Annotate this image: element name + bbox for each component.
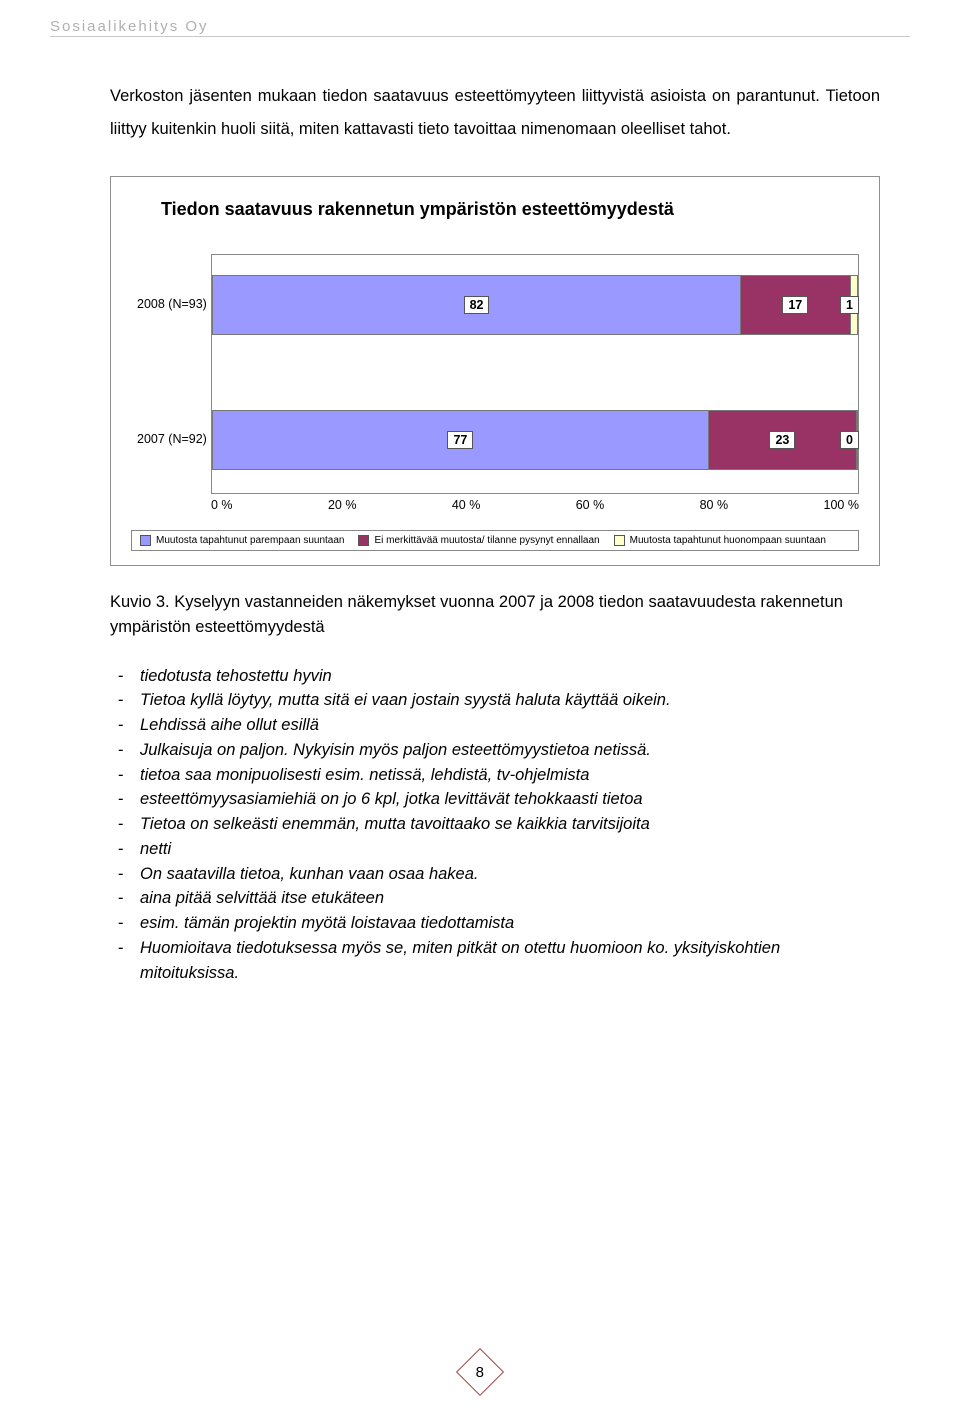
xtick: 40 % — [452, 498, 481, 512]
chart-title: Tiedon saatavuus rakennetun ympäristön e… — [161, 199, 859, 220]
list-item: aina pitää selvittää itse etukäteen — [110, 886, 880, 911]
bar-seg-2008-a: 82 — [213, 276, 741, 334]
bar-row-2007: 77 23 0 — [212, 410, 858, 470]
bar-label: 0 — [840, 431, 859, 449]
page-number: 8 — [476, 1364, 484, 1381]
bar-seg-2007-b: 23 — [709, 411, 857, 469]
category-label-2007: 2007 (N=92) — [137, 432, 207, 446]
legend-label: Muutosta tapahtunut huonompaan suuntaan — [630, 535, 826, 546]
page-content: Verkoston jäsenten mukaan tiedon saatavu… — [110, 80, 880, 985]
xtick: 60 % — [576, 498, 605, 512]
header-org: Sosiaalikehitys Oy — [50, 18, 209, 35]
list-item: netti — [110, 837, 880, 862]
legend-item: Ei merkittävää muutosta/ tilanne pysynyt… — [358, 535, 599, 546]
list-item: Julkaisuja on paljon. Nykyisin myös palj… — [110, 738, 880, 763]
bar-seg-2008-b: 17 — [741, 276, 850, 334]
list-item: Lehdissä aihe ollut esillä — [110, 713, 880, 738]
legend-label: Muutosta tapahtunut parempaan suuntaan — [156, 535, 344, 546]
legend-swatch — [614, 535, 625, 546]
xtick: 0 % — [211, 498, 233, 512]
chart-legend: Muutosta tapahtunut parempaan suuntaan E… — [131, 530, 859, 551]
page-number-frame: 8 — [456, 1348, 504, 1396]
intro-paragraph: Verkoston jäsenten mukaan tiedon saatavu… — [110, 80, 880, 146]
header-rule — [50, 36, 910, 37]
bar-row-2008: 82 17 1 — [212, 275, 858, 335]
list-item: tiedotusta tehostettu hyvin — [110, 664, 880, 689]
list-item: Huomioitava tiedotuksessa myös se, miten… — [110, 936, 880, 986]
legend-item: Muutosta tapahtunut parempaan suuntaan — [140, 535, 344, 546]
bar-label: 17 — [782, 296, 808, 314]
legend-item: Muutosta tapahtunut huonompaan suuntaan — [614, 535, 826, 546]
xtick: 80 % — [700, 498, 729, 512]
bar-seg-2008-c: 1 — [851, 276, 857, 334]
xtick: 20 % — [328, 498, 357, 512]
category-label-2008: 2008 (N=93) — [137, 297, 207, 311]
legend-swatch — [358, 535, 369, 546]
legend-label: Ei merkittävää muutosta/ tilanne pysynyt… — [374, 535, 599, 546]
x-axis: 0 % 20 % 40 % 60 % 80 % 100 % — [211, 498, 859, 512]
list-item: On saatavilla tietoa, kunhan vaan osaa h… — [110, 862, 880, 887]
bullet-list: tiedotusta tehostettu hyvin Tietoa kyllä… — [110, 664, 880, 986]
chart-plot: 82 17 1 77 — [211, 254, 859, 494]
bar-label: 1 — [840, 296, 859, 314]
list-item: esteettömyysasiamiehiä on jo 6 kpl, jotk… — [110, 787, 880, 812]
list-item: Tietoa kyllä löytyy, mutta sitä ei vaan … — [110, 688, 880, 713]
bar-label: 77 — [447, 431, 473, 449]
bar-label: 82 — [464, 296, 490, 314]
xtick: 100 % — [824, 498, 859, 512]
chart-frame: Tiedon saatavuus rakennetun ympäristön e… — [110, 176, 880, 566]
bar-seg-2007-a: 77 — [213, 411, 709, 469]
chart-caption: Kuvio 3. Kyselyyn vastanneiden näkemykse… — [110, 590, 880, 640]
bar-label: 23 — [769, 431, 795, 449]
list-item: esim. tämän projektin myötä loistavaa ti… — [110, 911, 880, 936]
list-item: Tietoa on selkeästi enemmän, mutta tavoi… — [110, 812, 880, 837]
legend-swatch — [140, 535, 151, 546]
list-item: tietoa saa monipuolisesti esim. netissä,… — [110, 763, 880, 788]
